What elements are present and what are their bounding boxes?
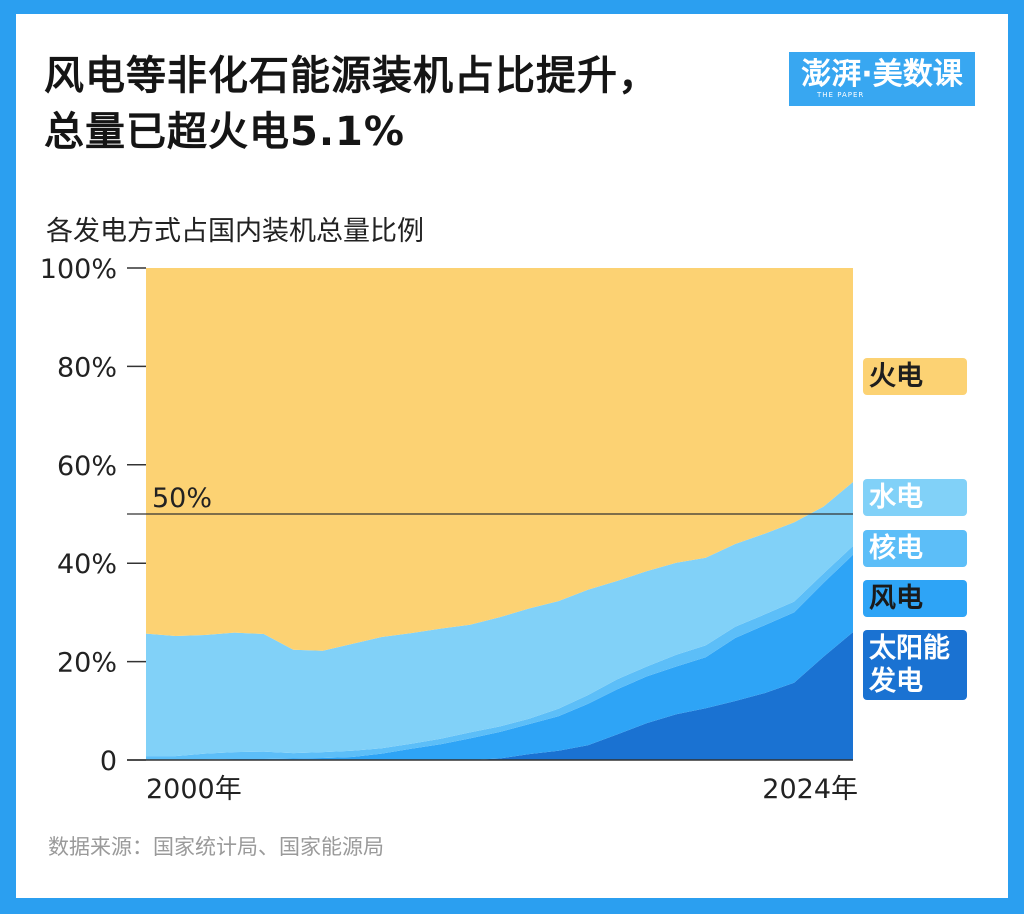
area-layers <box>146 268 853 760</box>
y-tick-label: 20% <box>57 648 117 679</box>
chart-headline: 风电等非化石能源装机占比提升， 总量已超火电5.1% <box>44 48 659 160</box>
y-tick-label: 0 <box>100 746 117 777</box>
y-tick-label: 100% <box>40 254 117 285</box>
brand-logo: 澎湃·美数课 THE PAPER <box>789 52 975 106</box>
area-series-hydro <box>146 482 853 757</box>
legend-label-solar-line2: 发电 <box>869 666 923 697</box>
chart-title: 各发电方式占国内装机总量比例 <box>46 216 424 247</box>
y-tick-label: 80% <box>57 352 117 383</box>
chart-card: 风电等非化石能源装机占比提升， 总量已超火电5.1% 澎湃·美数课 THE PA… <box>16 14 1008 898</box>
brand-logo-text: 澎湃·美数课 <box>801 57 963 92</box>
y-tick-label: 60% <box>57 451 117 482</box>
legend-item-hydro: 水电 <box>863 479 967 516</box>
x-tick-label-end: 2024年 <box>762 774 858 805</box>
brand-logo-subtext: THE PAPER <box>817 91 865 99</box>
area-series-solar <box>146 632 853 760</box>
y-tick-label: 40% <box>57 549 117 580</box>
data-source-note: 数据来源：国家统计局、国家能源局 <box>48 835 384 859</box>
legend-label-solar-line1: 太阳能 <box>869 633 950 664</box>
area-series-wind <box>146 554 853 760</box>
stacked-area-chart: 0 20% 40% 60% 80% 100% 2000年 2024年 50% <box>40 254 858 805</box>
area-series-nuclear <box>146 546 853 760</box>
legend-label-wind: 风电 <box>869 583 923 614</box>
legend-item-wind: 风电 <box>863 580 967 617</box>
headline-line-2: 总量已超火电5.1% <box>44 109 405 155</box>
legend-label-thermal: 火电 <box>869 361 923 392</box>
legend-item-thermal: 火电 <box>863 358 967 395</box>
headline-line-1: 风电等非化石能源装机占比提升， <box>44 53 659 99</box>
legend-label-nuclear: 核电 <box>869 533 923 564</box>
legend-label-hydro: 水电 <box>869 482 923 513</box>
area-series-thermal <box>146 268 853 651</box>
legend-item-solar: 太阳能 发电 <box>863 630 967 700</box>
axes: 0 20% 40% 60% 80% 100% 2000年 2024年 50% <box>40 254 858 805</box>
x-tick-label-start: 2000年 <box>146 774 242 805</box>
reference-line-label: 50% <box>152 483 212 514</box>
legend-item-nuclear: 核电 <box>863 530 967 567</box>
